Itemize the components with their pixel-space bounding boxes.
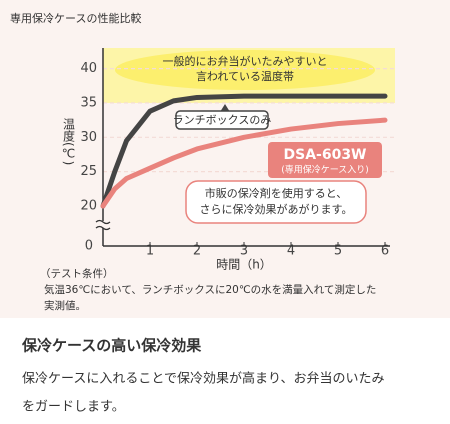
x-tick-label: 3 — [240, 244, 248, 259]
y-tick-label: 40 — [80, 61, 97, 76]
label-pointer — [220, 104, 230, 112]
x-tick-label: 2 — [193, 244, 201, 259]
x-tick-label: 1 — [146, 244, 154, 259]
callout-box — [185, 180, 367, 224]
band-label: 言われている温度帯 — [196, 69, 294, 83]
series-label-box — [175, 110, 269, 130]
test-conditions: 実測値。 — [44, 299, 86, 312]
y-tick-label: 35 — [80, 95, 97, 110]
series-note: (専用保冷ケース入り) — [281, 164, 369, 176]
series-label-box — [268, 142, 382, 178]
x-axis-label: 時間（h） — [216, 258, 272, 272]
section-body: をガードします。 — [22, 400, 125, 415]
axis-break-gap — [96, 221, 110, 228]
series-label: DSA-603W — [283, 147, 366, 163]
y-axis-label: 温度(℃) — [62, 118, 76, 166]
test-conditions: 気温36℃において、ランチボックスに20℃の水を満量入れて測定した — [44, 283, 376, 296]
x-tick-label: 5 — [334, 244, 342, 259]
series-line — [100, 117, 388, 209]
y-tick-label: 30 — [80, 130, 97, 145]
section-heading: 保冷ケースの高い保冷効果 — [21, 337, 202, 355]
section-body: 保冷ケースに入れることで保冷効果が高まり、お弁当のいたみ — [22, 371, 384, 387]
series-label: ランチボックスのみ — [173, 114, 272, 127]
series-line — [100, 93, 388, 209]
y-tick-label: 0 — [85, 239, 93, 254]
x-tick-label: 4 — [287, 244, 295, 259]
chart-title: 専用保冷ケースの性能比較 — [10, 11, 141, 25]
x-tick-label: 6 — [381, 244, 389, 259]
band-label-bg — [115, 50, 375, 90]
y-tick-label: 20 — [80, 199, 97, 214]
test-conditions: （テスト条件） — [40, 267, 114, 280]
y-tick-label: 25 — [80, 164, 97, 179]
band-label: 一般的にお弁当がいたみやすいと — [163, 54, 328, 68]
axis-break — [95, 219, 111, 231]
callout-text: さらに保冷効果があがります。 — [200, 202, 353, 216]
callout-text: 市販の保冷剤を使用すると、 — [205, 186, 348, 200]
